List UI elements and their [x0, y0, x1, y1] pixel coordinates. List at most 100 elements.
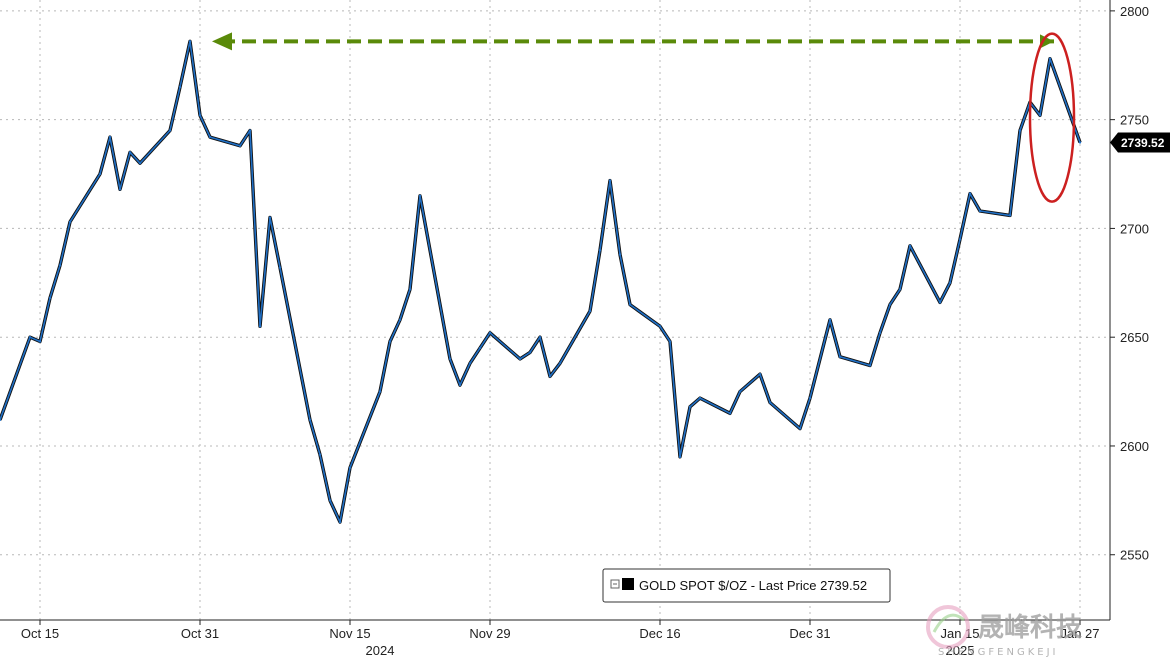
arrow-head — [212, 32, 232, 51]
data-point — [658, 325, 662, 328]
data-point — [868, 364, 872, 367]
data-point — [838, 355, 842, 358]
data-point — [388, 340, 392, 343]
legend-swatch — [622, 578, 634, 590]
data-point — [188, 40, 192, 43]
axes — [0, 0, 1111, 621]
data-point — [978, 209, 982, 213]
data-point — [898, 288, 902, 291]
data-point — [108, 135, 112, 139]
data-point — [828, 318, 832, 321]
data-point — [938, 301, 942, 304]
data-point — [208, 135, 212, 139]
data-point — [448, 357, 452, 361]
x-tick-label: Oct 31 — [181, 626, 219, 641]
data-point — [378, 390, 382, 393]
data-point — [0, 418, 2, 422]
x-tick-label: Dec 31 — [789, 626, 830, 641]
data-point — [58, 264, 62, 267]
data-point — [38, 340, 42, 343]
x-tick-label: Jan 27 — [1060, 626, 1099, 641]
data-point — [28, 335, 32, 339]
data-point — [528, 351, 532, 354]
data-point — [1008, 214, 1012, 217]
data-point — [768, 401, 772, 404]
data-point — [738, 390, 742, 393]
data-point — [798, 427, 802, 430]
x-tick-label: Jan 15 — [940, 626, 979, 641]
x-tick-label: Dec 16 — [639, 626, 680, 641]
y-tick-label: 2800 — [1120, 4, 1149, 19]
data-point — [1038, 114, 1042, 117]
data-point — [138, 161, 142, 165]
y-tick-label: 2550 — [1120, 548, 1149, 563]
data-point — [878, 331, 882, 335]
data-point — [608, 179, 612, 182]
data-point — [278, 266, 282, 269]
watermark-text: 晟峰科技 — [978, 613, 1082, 643]
data-point — [518, 357, 522, 361]
data-point — [888, 303, 892, 306]
data-point — [48, 296, 52, 300]
watermark-logo-icon — [926, 605, 970, 649]
data-point — [318, 453, 322, 456]
data-point — [458, 383, 462, 387]
legend-toggle-icon — [610, 579, 620, 589]
series-lines — [0, 39, 1082, 524]
grid-lines — [0, 0, 1110, 620]
data-point — [248, 129, 252, 132]
data-point — [408, 288, 412, 291]
year-label: 2024 — [366, 643, 395, 657]
data-point — [308, 418, 312, 422]
data-point — [238, 144, 242, 147]
data-point — [668, 340, 672, 343]
annotations — [212, 32, 1076, 203]
data-point — [808, 396, 812, 400]
data-point — [468, 362, 472, 365]
y-tick-labels: 2550 2600 2650 2700 2750 2800 — [1110, 4, 1149, 563]
data-point — [128, 151, 132, 154]
data-point — [338, 520, 342, 524]
data-point — [348, 466, 352, 469]
last-price-marker — [1110, 132, 1170, 153]
data-point — [908, 244, 912, 248]
data-point — [618, 253, 622, 256]
y-tick-label: 2700 — [1120, 221, 1149, 236]
x-tick-label: Oct 15 — [21, 626, 59, 641]
data-point — [1048, 57, 1052, 60]
data-point — [488, 331, 492, 335]
last-price-label: 2739.52 — [1121, 136, 1165, 150]
data-point — [968, 192, 972, 195]
data-point — [1018, 129, 1022, 132]
last-price-tag: 2739.52 — [1110, 132, 1170, 153]
data-point — [588, 309, 592, 313]
data-point — [328, 499, 332, 502]
data-point — [98, 172, 102, 176]
legend-box — [602, 568, 891, 603]
watermark-logo-arc — [932, 613, 965, 633]
data-point — [68, 220, 72, 224]
y-tick-label: 2650 — [1120, 330, 1149, 345]
data-point — [678, 455, 682, 459]
legend: GOLD SPOT $/OZ - Last Price 2739.52 — [602, 568, 891, 603]
data-point — [958, 238, 962, 241]
data-point — [558, 362, 562, 365]
watermark-subtext: SHENGFENGKEJI — [938, 647, 1059, 657]
data-point — [1078, 141, 1082, 144]
y-tick-label: 2600 — [1120, 439, 1149, 454]
data-point — [168, 129, 172, 132]
data-point — [628, 303, 632, 306]
data-point — [258, 325, 262, 328]
data-point — [478, 346, 482, 350]
data-point — [178, 85, 182, 89]
data-point — [948, 281, 952, 285]
data-point — [688, 405, 692, 409]
data-point — [548, 375, 552, 378]
x-tick-label: Nov 29 — [469, 626, 510, 641]
data-point — [268, 216, 272, 219]
legend-text: GOLD SPOT $/OZ - Last Price 2739.52 — [639, 578, 867, 593]
data-point — [418, 194, 422, 197]
